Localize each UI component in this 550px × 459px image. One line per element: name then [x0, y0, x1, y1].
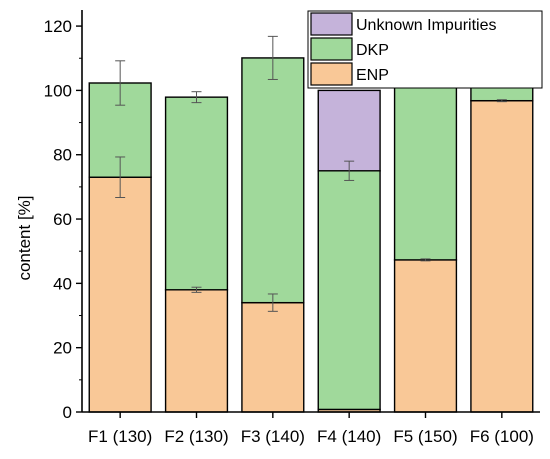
y-tick-label: 40	[53, 274, 72, 293]
error-bar-enp-6	[496, 99, 507, 103]
error-bar-dkp-3	[267, 35, 278, 80]
legend: Unknown Impurities DKP ENP	[307, 10, 543, 89]
bars-group	[88, 57, 534, 413]
x-tick-label: F3 (140)	[241, 427, 305, 446]
bar-dkp-5	[393, 77, 458, 261]
bar-unknown-impurities-4	[317, 89, 381, 172]
error-bar-enp-1	[115, 156, 126, 198]
error-bar-enp-3	[267, 293, 278, 312]
x-tick-label: F1 (130)	[88, 427, 152, 446]
y-tick-label: 100	[44, 81, 72, 100]
y-axis-label: content [%]	[15, 195, 34, 280]
y-tick-label: 20	[53, 339, 72, 358]
legend-swatch-unknown-impurities	[310, 12, 353, 36]
legend-swatch-enp	[310, 62, 353, 86]
error-bar-unknown-impurities-4	[344, 160, 355, 181]
x-tick-label: F4 (140)	[317, 427, 381, 446]
bar-enp-6	[470, 99, 534, 413]
error-bar-enp-2	[191, 286, 202, 293]
y-tick-label: 0	[63, 403, 72, 422]
bar-enp-1	[88, 176, 152, 413]
legend-label-dkp: DKP	[356, 42, 389, 59]
y-tick-label: 80	[53, 146, 72, 165]
error-bar-enp-5	[420, 258, 431, 262]
y-tick-label: 120	[44, 17, 72, 36]
bar-enp-5	[393, 259, 458, 413]
bar-enp-2	[164, 289, 229, 413]
legend-label-enp: ENP	[356, 67, 389, 84]
y-tick-label: 60	[53, 210, 72, 229]
legend-swatch-dkp	[310, 37, 353, 61]
axes-group: 0 20 40 60 80 100 120 F1 (130) F2 (130) F3 (140) F…	[44, 10, 540, 446]
legend-label-unknown-impurities: Unknown Impurities	[356, 17, 497, 34]
error-bar-dkp-2	[191, 91, 202, 104]
bar-dkp-4	[317, 170, 381, 411]
bar-dkp-3	[241, 57, 305, 304]
x-tick-label: F2 (130)	[164, 427, 228, 446]
bar-dkp-2	[164, 96, 229, 291]
error-bars-group	[115, 35, 507, 312]
x-tick-label: F5 (150)	[393, 427, 457, 446]
x-tick-label: F6 (100)	[470, 427, 534, 446]
error-bar-dkp-1	[115, 60, 126, 106]
bar-enp-3	[241, 301, 305, 413]
